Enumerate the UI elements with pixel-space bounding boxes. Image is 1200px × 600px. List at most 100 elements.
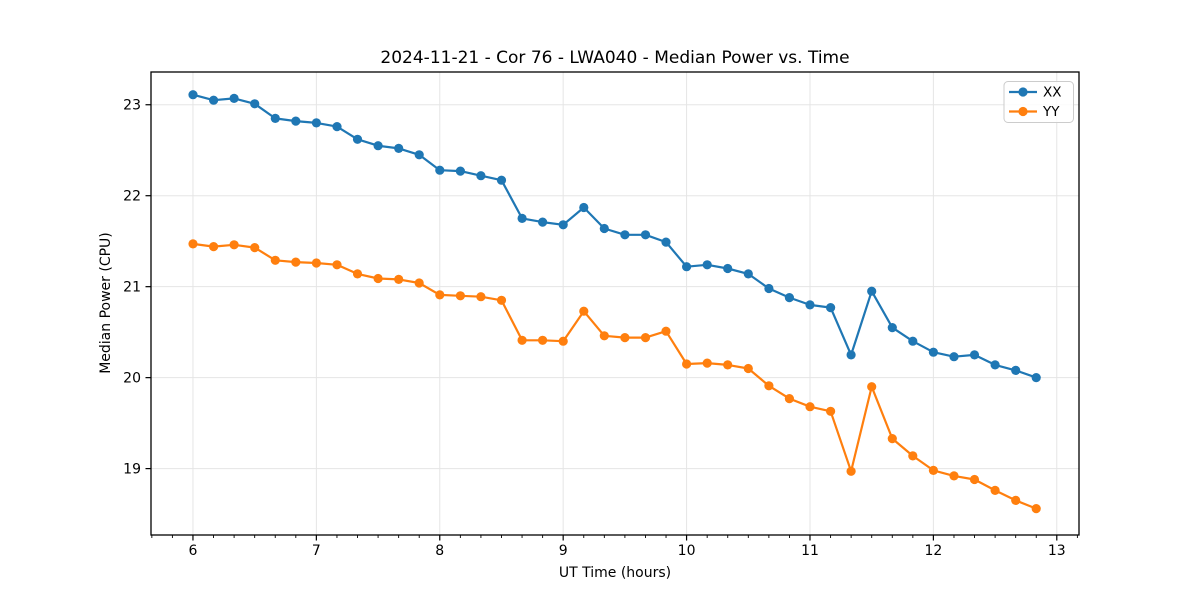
legend-label-yy: YY [1042,104,1060,120]
data-point [394,274,404,284]
axes-layer: 6 7 8 9 10 11 12 13 19 20 21 22 23 [123,71,1080,559]
legend: XX YY [1003,81,1074,123]
data-point [229,240,239,250]
data-point [682,359,692,369]
data-point [867,382,877,392]
data-point [990,360,1000,370]
data-point [332,260,342,270]
data-point [496,295,507,305]
x-tick-label-8: 8 [435,543,444,559]
data-point [661,326,671,336]
data-point [435,290,445,300]
data-point [969,474,980,485]
data-point [887,434,897,444]
data-point [908,336,918,346]
grid-layer [151,72,1079,535]
data-point [414,278,424,288]
series-line-xx [191,93,1038,379]
data-point [640,333,651,343]
y-tick-label-23: 23 [123,98,141,114]
data-point [352,269,363,279]
series-markers-yy [188,239,1041,514]
data-point [435,165,445,175]
legend-frame [1003,81,1074,123]
data-point [538,335,548,345]
data-point [250,243,260,253]
data-point [579,202,589,213]
data-point [311,258,321,268]
data-point [496,175,507,185]
data-point [743,269,753,279]
data-point [332,122,342,132]
data-point [620,230,630,240]
x-tick-label-10: 10 [678,543,696,559]
data-point [352,134,363,144]
data-point [928,465,939,475]
data-point [270,113,280,123]
data-point [538,217,548,227]
y-tick-label-20: 20 [123,371,141,387]
legend-label-xx: XX [1043,85,1062,101]
data-point [517,213,527,223]
data-point [764,283,774,294]
data-point [805,402,815,412]
y-tick-label-22: 22 [123,189,141,205]
data-point [455,291,465,301]
data-point [599,223,609,234]
y-tick-label-21: 21 [123,280,141,296]
data-point [826,303,836,313]
data-point [250,99,260,109]
x-tick-label-9: 9 [559,543,568,559]
data-point [723,360,733,370]
data-point [805,300,815,310]
x-tick-label-6: 6 [188,543,197,559]
data-point [229,93,239,103]
data-point [455,166,465,176]
data-point [702,260,712,270]
chart-title: 2024-11-21 - Cor 76 - LWA040 - Median Po… [380,48,849,68]
data-point [990,485,1000,495]
data-point [270,255,280,265]
x-tick-label-7: 7 [312,543,321,559]
y-tick-label-19: 19 [123,462,141,478]
x-tick-label-12: 12 [924,543,942,559]
legend-marker [1018,106,1028,117]
data-point [949,471,959,481]
data-point [599,331,609,341]
data-point [846,350,856,360]
data-point [1011,365,1021,375]
series-markers-xx [188,90,1041,383]
data-point [826,406,836,416]
data-point [209,95,219,105]
data-point [743,363,753,374]
x-axis-label: UT Time (hours) [559,565,671,581]
x-tick-label-11: 11 [801,543,819,559]
data-point [476,292,486,302]
data-point [908,451,918,461]
data-point [723,263,733,274]
data-point [887,323,897,333]
data-point [1031,373,1041,383]
data-point [846,466,856,476]
data-point [394,143,404,153]
legend-marker [1018,87,1028,97]
data-point [702,358,712,368]
data-point [1011,495,1021,505]
legend-item-yy: YY [1009,104,1060,120]
x-tick-label-13: 13 [1048,543,1066,559]
data-point [188,239,198,249]
data-point [558,220,568,230]
data-point [414,150,424,160]
plot-border [150,71,1080,536]
data-point [682,262,692,272]
data-point [949,352,959,362]
data-point [209,242,219,252]
data-point [373,273,383,284]
data-point [784,293,795,303]
y-axis-label: Median Power (CPU) [98,232,114,374]
data-point [784,394,795,404]
data-point [476,171,486,181]
data-point [558,336,568,346]
data-point [661,237,671,247]
